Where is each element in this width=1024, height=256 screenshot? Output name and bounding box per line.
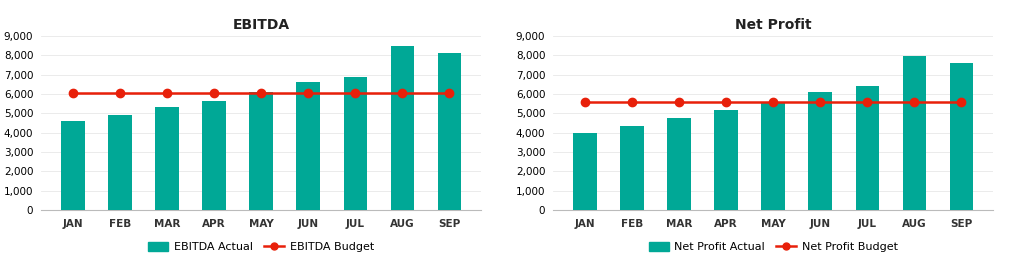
Bar (949, 63, 973, 210)
Bar (902, 56, 926, 210)
Legend: EBITDA Actual, EBITDA Budget: EBITDA Actual, EBITDA Budget (144, 237, 378, 256)
Bar (203, 101, 226, 210)
Bar (156, 108, 179, 210)
Bar (621, 126, 644, 210)
Bar (715, 110, 738, 210)
Bar (855, 86, 879, 210)
Bar (668, 118, 691, 210)
Bar (250, 92, 272, 210)
Title: EBITDA: EBITDA (232, 18, 290, 32)
Bar (390, 47, 414, 210)
Bar (437, 53, 461, 210)
Bar (296, 82, 319, 210)
Bar (109, 115, 132, 210)
Bar (343, 77, 367, 210)
Legend: Net Profit Actual, Net Profit Budget: Net Profit Actual, Net Profit Budget (644, 237, 902, 256)
Title: Net Profit: Net Profit (735, 18, 811, 32)
Bar (808, 92, 831, 210)
Bar (61, 121, 85, 210)
Bar (762, 102, 784, 210)
Bar (573, 133, 597, 210)
